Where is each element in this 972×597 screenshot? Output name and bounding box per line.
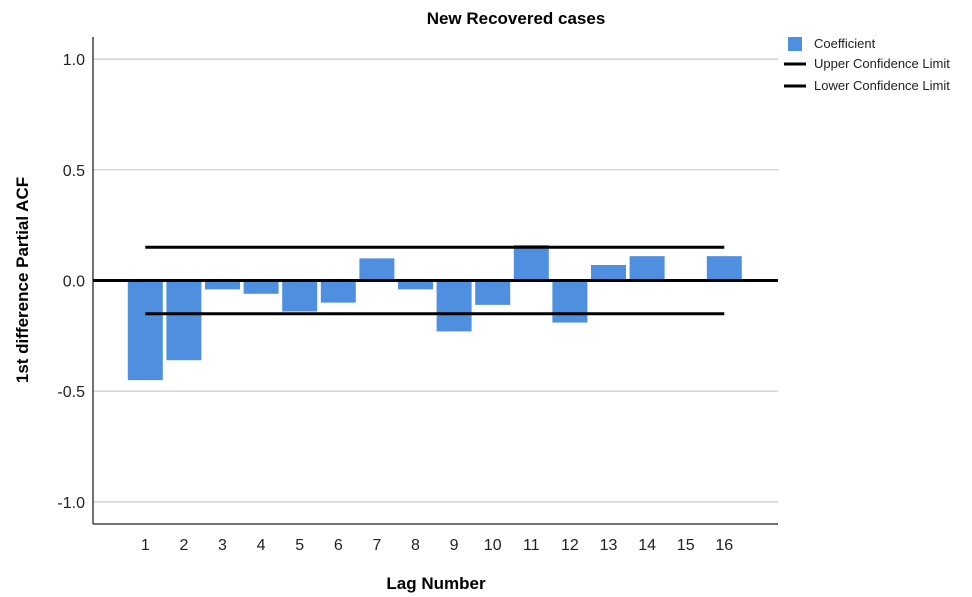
legend: Coefficient Upper Confidence Limit Lower… xyxy=(784,36,950,93)
bar-lag-5 xyxy=(282,281,317,312)
x-tick-label: 7 xyxy=(372,537,381,554)
x-tick-label: 6 xyxy=(334,537,343,554)
bar-lag-12 xyxy=(552,281,587,323)
y-tick-label: 1.0 xyxy=(63,52,85,69)
bar-lag-2 xyxy=(166,281,201,361)
bar-lag-4 xyxy=(244,281,279,294)
bar-lag-11 xyxy=(514,245,549,280)
x-tick-label: 1 xyxy=(141,537,150,554)
bar-lag-9 xyxy=(437,281,472,332)
bar-lag-16 xyxy=(707,256,742,280)
x-tick-labels: 1 2 3 4 5 6 7 8 9 10 11 12 13 14 15 16 xyxy=(141,537,733,554)
y-tick-labels: 1.0 0.5 0.0 -0.5 -1.0 xyxy=(57,52,85,512)
legend-label-lower: Lower Confidence Limit xyxy=(814,78,950,93)
y-tick-label: -1.0 xyxy=(57,495,85,512)
x-tick-label: 13 xyxy=(600,537,618,554)
legend-label-coefficient: Coefficient xyxy=(814,36,876,51)
y-tick-label: 0.0 xyxy=(63,274,85,291)
bar-lag-1 xyxy=(128,281,163,381)
bar-lag-6 xyxy=(321,281,356,303)
y-axis-title: 1st difference Partial ACF xyxy=(13,177,32,383)
x-tick-label: 8 xyxy=(411,537,420,554)
axes xyxy=(93,37,778,524)
x-tick-label: 12 xyxy=(561,537,579,554)
x-tick-label: 11 xyxy=(523,537,540,554)
y-tick-label: 0.5 xyxy=(63,163,85,180)
x-tick-label: 2 xyxy=(179,537,188,554)
x-tick-label: 16 xyxy=(715,537,733,554)
x-tick-label: 15 xyxy=(677,537,695,554)
legend-label-upper: Upper Confidence Limit xyxy=(814,56,950,71)
x-tick-label: 10 xyxy=(484,537,502,554)
bar-lag-14 xyxy=(630,256,665,280)
bar-lag-7 xyxy=(359,258,394,280)
x-tick-label: 5 xyxy=(295,537,304,554)
bar-lag-13 xyxy=(591,265,626,280)
x-tick-label: 14 xyxy=(638,537,656,554)
x-axis-title: Lag Number xyxy=(386,574,486,593)
x-tick-label: 3 xyxy=(218,537,227,554)
x-tick-label: 4 xyxy=(257,537,266,554)
bar-lag-10 xyxy=(475,281,510,305)
chart-title: New Recovered cases xyxy=(427,9,606,28)
x-tick-label: 9 xyxy=(450,537,459,554)
y-tick-label: -0.5 xyxy=(57,384,85,401)
legend-swatch-coefficient xyxy=(788,37,802,51)
